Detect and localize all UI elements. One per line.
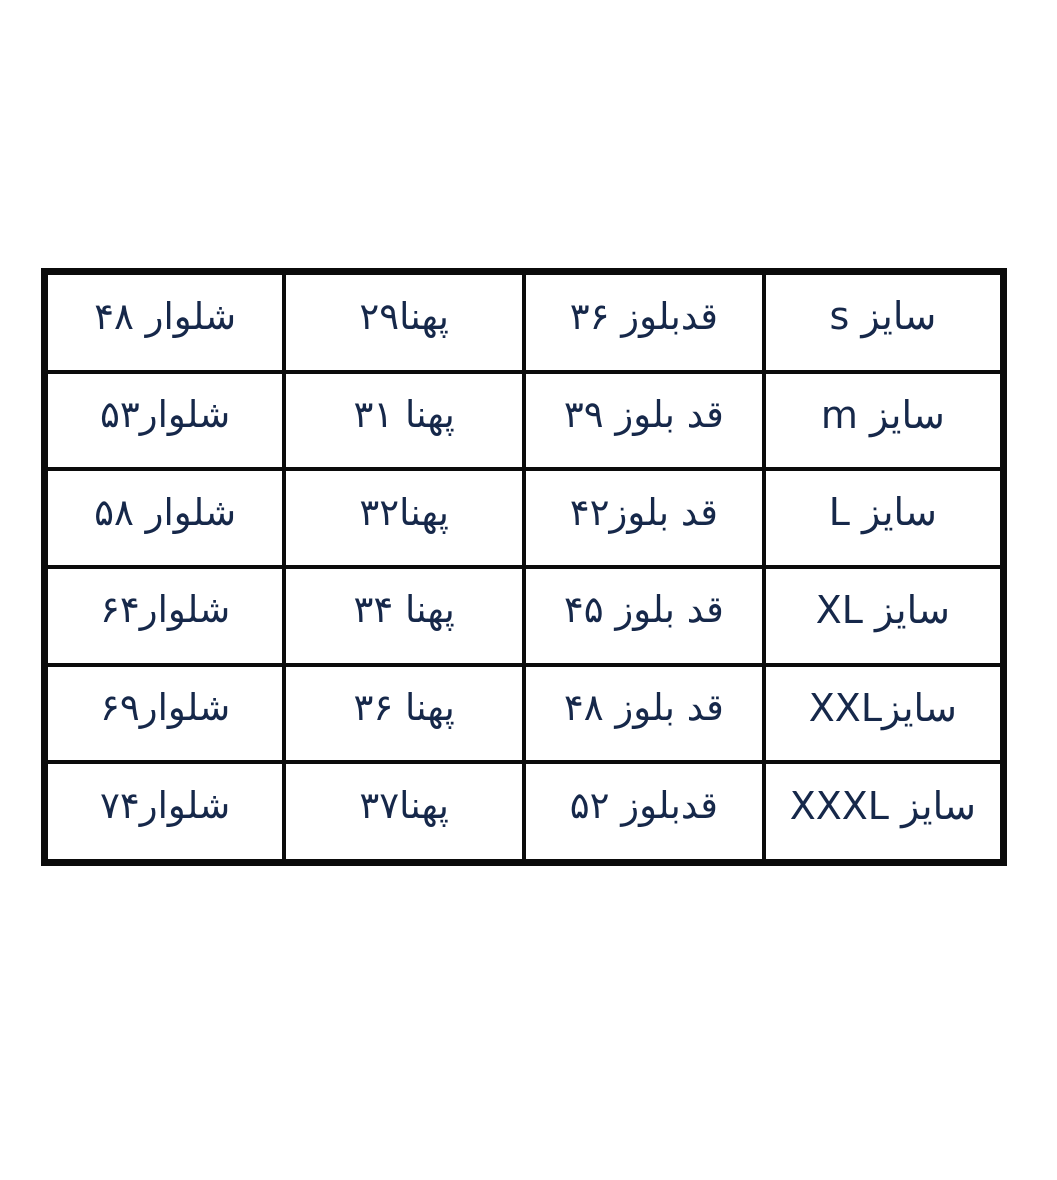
cell-size: سایز m: [761, 369, 1006, 472]
cell-blouse-length: قدبلوز ۵۲: [522, 760, 766, 865]
size-chart-table: سایز s قدبلوز ۳۶ پهنا۲۹ شلوار ۴۸ سایز m …: [41, 268, 1007, 866]
cell-trousers: شلوار۶۴: [42, 564, 287, 667]
size-chart-container: سایز s قدبلوز ۳۶ پهنا۲۹ شلوار ۴۸ سایز m …: [41, 268, 1007, 866]
cell-trousers: شلوار۵۳: [42, 369, 287, 472]
cell-size: سایز XL: [761, 564, 1006, 667]
size-chart-body: سایز s قدبلوز ۳۶ پهنا۲۹ شلوار ۴۸ سایز m …: [42, 269, 1006, 865]
table-row: سایز XL قد بلوز ۴۵ پهنا ۳۴ شلوار۶۴: [42, 564, 1006, 667]
cell-trousers: شلوار ۵۸: [42, 467, 287, 569]
cell-trousers: شلوار ۴۸: [42, 269, 287, 374]
table-row: سایزXXL قد بلوز ۴۸ پهنا ۳۶ شلوار۶۹: [42, 662, 1006, 765]
cell-blouse-length: قد بلوز۴۲: [522, 467, 766, 569]
table-row: سایز m قد بلوز ۳۹ پهنا ۳۱ شلوار۵۳: [42, 369, 1006, 472]
table-row: سایز L قد بلوز۴۲ پهنا۳۲ شلوار ۵۸: [42, 467, 1006, 569]
cell-width: پهنا ۳۶: [282, 662, 526, 765]
table-row: سایز s قدبلوز ۳۶ پهنا۲۹ شلوار ۴۸: [42, 269, 1006, 374]
cell-trousers: شلوار۷۴: [42, 760, 287, 865]
cell-trousers: شلوار۶۹: [42, 662, 287, 765]
cell-width: پهنا ۳۴: [282, 564, 526, 667]
cell-blouse-length: قد بلوز ۳۹: [522, 369, 766, 472]
cell-size: سایز XXXL: [761, 760, 1006, 865]
cell-size: سایزXXL: [761, 662, 1006, 765]
cell-width: پهنا۳۷: [282, 760, 526, 865]
cell-blouse-length: قد بلوز ۴۸: [522, 662, 766, 765]
cell-width: پهنا۳۲: [282, 467, 526, 569]
cell-blouse-length: قدبلوز ۳۶: [522, 269, 766, 374]
cell-blouse-length: قد بلوز ۴۵: [522, 564, 766, 667]
cell-size: سایز s: [761, 269, 1006, 374]
cell-width: پهنا ۳۱: [282, 369, 526, 472]
cell-width: پهنا۲۹: [282, 269, 526, 374]
cell-size: سایز L: [761, 467, 1006, 569]
table-row: سایز XXXL قدبلوز ۵۲ پهنا۳۷ شلوار۷۴: [42, 760, 1006, 865]
